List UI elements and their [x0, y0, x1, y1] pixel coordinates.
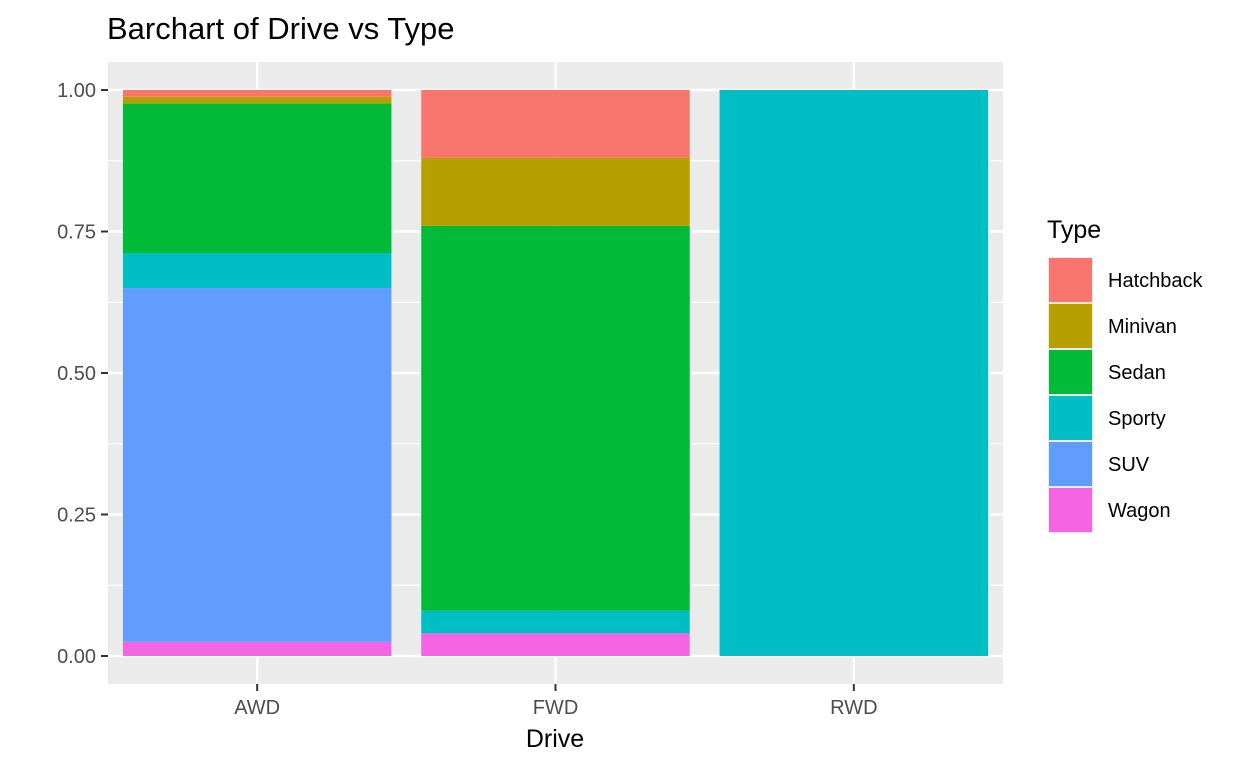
legend-label: Sedan [1108, 362, 1166, 384]
legend-label: SUV [1108, 454, 1150, 476]
legend-label: Hatchback [1108, 270, 1203, 292]
legend-key-sporty [1049, 396, 1092, 440]
legend-label: Wagon [1108, 500, 1171, 522]
chart-title: Barchart of Drive vs Type [107, 11, 454, 46]
bar-segment-fwd-sedan [421, 225, 690, 611]
bar-segment-awd-suv [122, 288, 392, 642]
x-axis: AWD FWD RWD [234, 684, 878, 719]
bar-segment-awd-sporty [122, 253, 392, 289]
bar-segment-awd-hatchback [122, 90, 392, 97]
x-tick-label: RWD [830, 697, 877, 719]
x-axis-title: Drive [526, 725, 584, 753]
bars [122, 90, 989, 656]
legend-key-suv [1049, 442, 1092, 486]
bar-segment-awd-wagon [122, 641, 392, 656]
legend-label: Minivan [1108, 316, 1177, 338]
legend: Type Hatchback Minivan Sedan Sporty SUV Wagon [1047, 216, 1203, 533]
bar-segment-fwd-minivan [421, 157, 690, 226]
legend-key-wagon [1049, 488, 1092, 532]
legend-key-hatchback [1049, 258, 1092, 302]
y-axis: 0.00 0.25 0.50 0.75 1.00 [57, 80, 108, 668]
y-tick-label: 0.00 [57, 646, 96, 668]
bar-segment-awd-minivan [122, 96, 392, 104]
y-tick-label: 1.00 [57, 80, 96, 102]
y-tick-label: 0.50 [57, 363, 96, 385]
bar-segment-rwd-sporty [719, 90, 989, 656]
x-tick-label: AWD [234, 697, 280, 719]
legend-label: Sporty [1108, 408, 1166, 430]
bar-segment-fwd-sporty [421, 610, 690, 634]
bar-segment-awd-sedan [122, 103, 392, 254]
bar-segment-fwd-wagon [421, 633, 690, 656]
legend-title: Type [1047, 216, 1101, 244]
bar-segment-fwd-hatchback [421, 90, 690, 158]
y-tick-label: 0.75 [57, 222, 96, 244]
legend-key-sedan [1049, 350, 1092, 394]
x-tick-label: FWD [533, 697, 579, 719]
legend-key-minivan [1049, 304, 1092, 348]
y-tick-label: 0.25 [57, 505, 96, 527]
